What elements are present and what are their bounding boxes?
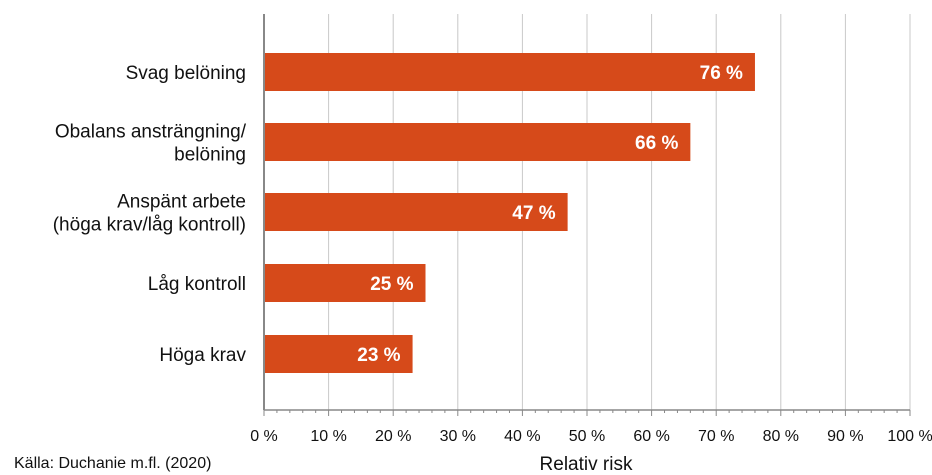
- x-tick-label: 20 %: [375, 428, 411, 445]
- category-label: Svag belöning: [126, 63, 246, 84]
- category-label: Obalans ansträngning/: [55, 122, 247, 143]
- x-tick-label: 10 %: [310, 428, 346, 445]
- x-tick-label: 90 %: [827, 428, 863, 445]
- data-label: 47 %: [512, 203, 555, 224]
- category-label: (höga krav/låg kontroll): [53, 215, 246, 236]
- x-tick-label: 60 %: [633, 428, 669, 445]
- x-tick-label: 70 %: [698, 428, 734, 445]
- x-tick-label: 80 %: [763, 428, 799, 445]
- bar: [264, 123, 691, 161]
- data-label: 23 %: [357, 345, 400, 366]
- x-tick-label: 100 %: [887, 428, 932, 445]
- category-label: Anspänt arbete: [117, 192, 246, 213]
- category-label: belöning: [174, 145, 246, 166]
- category-label: Låg kontroll: [148, 274, 246, 295]
- x-tick-label: 30 %: [440, 428, 476, 445]
- data-label: 76 %: [700, 63, 743, 84]
- data-label: 25 %: [370, 274, 413, 295]
- bar: [264, 335, 413, 373]
- bar: [264, 264, 426, 302]
- bar: [264, 53, 755, 91]
- bar: [264, 193, 568, 231]
- x-tick-label: 0 %: [250, 428, 278, 445]
- source-note: Källa: Duchanie m.fl. (2020): [14, 455, 212, 472]
- data-label: 66 %: [635, 133, 678, 154]
- x-axis: 0 % 10 % 20 % 30 % 40 % 50 % 60 % 70 % 80 % 90 % 1…: [250, 14, 932, 445]
- category-label: Höga krav: [159, 345, 246, 366]
- bars: 76 % 66 % 47 % 25 % 23 %: [264, 53, 755, 373]
- x-axis-title: Relativ risk: [540, 454, 633, 475]
- x-tick-label: 40 %: [504, 428, 540, 445]
- category-labels: Svag belöning Obalans ansträngning/belöni…: [53, 63, 247, 366]
- x-tick-label: 50 %: [569, 428, 605, 445]
